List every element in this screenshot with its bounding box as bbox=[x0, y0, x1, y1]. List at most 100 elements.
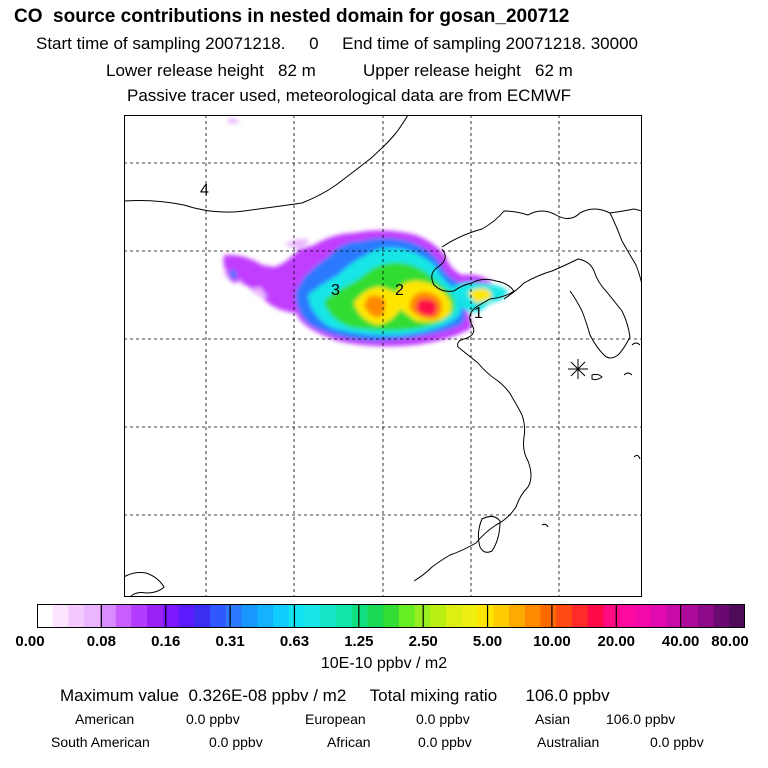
colorbar-cell bbox=[509, 604, 526, 628]
colorbar-cell bbox=[682, 604, 699, 628]
colorbar-cell bbox=[273, 604, 290, 628]
region-label-4: 4 bbox=[200, 182, 209, 199]
colorbar-cell bbox=[729, 604, 745, 628]
hainan-edge bbox=[124, 572, 165, 597]
release-height-line: Lower release height 82 m Upper release … bbox=[106, 61, 573, 80]
european-label: European bbox=[305, 711, 366, 727]
manchuria-border bbox=[441, 208, 642, 248]
map-panel: 1 2 3 4 bbox=[124, 115, 642, 597]
colorbar-cell bbox=[634, 604, 652, 628]
mongolia-border bbox=[124, 115, 409, 213]
colorbar-tick-label: 20.00 bbox=[597, 633, 636, 650]
map-title: CO source contributions in nested domain… bbox=[14, 6, 570, 27]
colorbar-tick-label: 40.00 bbox=[661, 633, 700, 650]
colorbar-cell bbox=[540, 604, 557, 628]
australian-value: 0.0 ppbv bbox=[650, 734, 704, 750]
colorbar-cell bbox=[37, 604, 54, 628]
colorbar-cell bbox=[194, 604, 211, 628]
south-american-label: South American bbox=[51, 734, 150, 750]
colorbar-cell bbox=[666, 604, 683, 628]
colorbar-cell bbox=[524, 604, 542, 628]
colorbar-cell bbox=[697, 604, 715, 628]
colorbar-cell bbox=[210, 604, 227, 628]
colorbar-cell bbox=[398, 604, 416, 628]
colorbar-cell bbox=[162, 604, 180, 628]
colorbar-cell bbox=[178, 604, 195, 628]
african-label: African bbox=[327, 734, 371, 750]
asian-label: Asian bbox=[535, 711, 571, 727]
colorbar-tick-label: 0.31 bbox=[215, 633, 245, 650]
plume-west-patch-core bbox=[230, 269, 237, 279]
colorbar-tick-label: 0.00 bbox=[15, 633, 45, 650]
colorbar-tick-label: 0.16 bbox=[151, 633, 181, 650]
concentration-plume bbox=[222, 118, 508, 347]
plume-east-lobe-mid bbox=[468, 288, 492, 303]
region-label-3: 3 bbox=[331, 282, 340, 299]
map-frame bbox=[124, 115, 642, 597]
colorbar-tick-label: 5.00 bbox=[472, 633, 503, 650]
colorbar-cell bbox=[351, 604, 368, 628]
colorbar-cell bbox=[493, 604, 510, 628]
colorbar-cell bbox=[288, 604, 306, 628]
region-label-2: 2 bbox=[395, 282, 404, 299]
colorbar-cell bbox=[131, 604, 148, 628]
sampling-time-line: Start time of sampling 20071218. 0 End t… bbox=[36, 34, 638, 53]
colorbar-cell bbox=[99, 604, 117, 628]
colorbar-cell bbox=[241, 604, 258, 628]
coastlines bbox=[124, 115, 642, 597]
african-value: 0.0 ppbv bbox=[418, 734, 472, 750]
colorbar-tick-label: 2.50 bbox=[408, 633, 438, 650]
region-label-1: 1 bbox=[474, 305, 483, 322]
colorbar-cell bbox=[257, 604, 274, 628]
colorbar-tick-label: 1.25 bbox=[344, 633, 374, 650]
colorbar-cell bbox=[619, 604, 636, 628]
colorbar-cell bbox=[446, 604, 463, 628]
colorbar-cell bbox=[147, 604, 164, 628]
colorbar-cell bbox=[477, 604, 494, 628]
colorbar-cell bbox=[383, 604, 400, 628]
korea-coast bbox=[503, 258, 631, 359]
east-china-coast bbox=[413, 414, 532, 582]
colorbar-cell bbox=[52, 604, 70, 628]
colorbar-cell bbox=[650, 604, 667, 628]
colorbar-cell bbox=[115, 604, 132, 628]
asian-value: 106.0 ppbv bbox=[606, 711, 676, 727]
american-value: 0.0 ppbv bbox=[186, 711, 240, 727]
european-value: 0.0 ppbv bbox=[416, 711, 470, 727]
colorbar-cell bbox=[461, 604, 479, 628]
colorbar-cell bbox=[320, 604, 337, 628]
korea-east-coast bbox=[609, 212, 642, 286]
colorbar-cell bbox=[587, 604, 604, 628]
colorbar-cell bbox=[556, 604, 573, 628]
colorbar-cell bbox=[68, 604, 85, 628]
colorbar-tick-label: 10.00 bbox=[533, 633, 571, 650]
colorbar-tick-label: 80.00 bbox=[711, 633, 749, 650]
colorbar-cell bbox=[430, 604, 447, 628]
plume-core bbox=[416, 299, 437, 317]
tracer-info-line: Passive tracer used, meteorological data… bbox=[127, 86, 572, 105]
colorbar-cell bbox=[335, 604, 353, 628]
colorbar-cell bbox=[571, 604, 589, 628]
american-label: American bbox=[75, 711, 135, 727]
graticule bbox=[124, 115, 642, 597]
colorbar-units: 10E-10 ppbv / m2 bbox=[320, 655, 448, 672]
colorbar-cell bbox=[367, 604, 384, 628]
colorbar-cell bbox=[603, 604, 620, 628]
max-value-line: Maximum value 0.326E-08 ppbv / m2 Total … bbox=[60, 686, 610, 705]
colorbar-cell bbox=[225, 604, 243, 628]
colorbar-cell bbox=[84, 604, 101, 628]
plume-north-speck bbox=[228, 118, 240, 124]
bohai-coast bbox=[431, 248, 523, 416]
colorbar-tick-label: 0.63 bbox=[279, 633, 310, 650]
jeju-island bbox=[591, 373, 603, 381]
colorbar-cell bbox=[304, 604, 321, 628]
south-american-value: 0.0 ppbv bbox=[209, 734, 263, 750]
colorbar-tick-label: 0.08 bbox=[86, 633, 116, 650]
australian-label: Australian bbox=[537, 734, 600, 750]
colorbar bbox=[37, 604, 745, 628]
japan-islands bbox=[541, 342, 641, 528]
colorbar-cell bbox=[713, 604, 730, 628]
plume-faint-top bbox=[222, 238, 310, 298]
taiwan bbox=[477, 515, 501, 553]
station-star-icon bbox=[568, 359, 588, 379]
